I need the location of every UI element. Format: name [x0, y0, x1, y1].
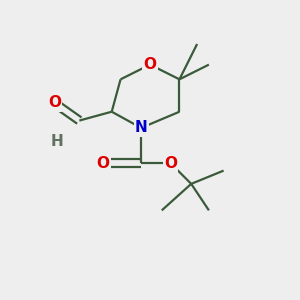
Text: O: O	[96, 156, 110, 171]
Text: O: O	[48, 95, 61, 110]
Text: N: N	[135, 120, 148, 135]
Text: O: O	[143, 57, 157, 72]
Text: H: H	[51, 134, 64, 149]
Text: O: O	[164, 156, 177, 171]
